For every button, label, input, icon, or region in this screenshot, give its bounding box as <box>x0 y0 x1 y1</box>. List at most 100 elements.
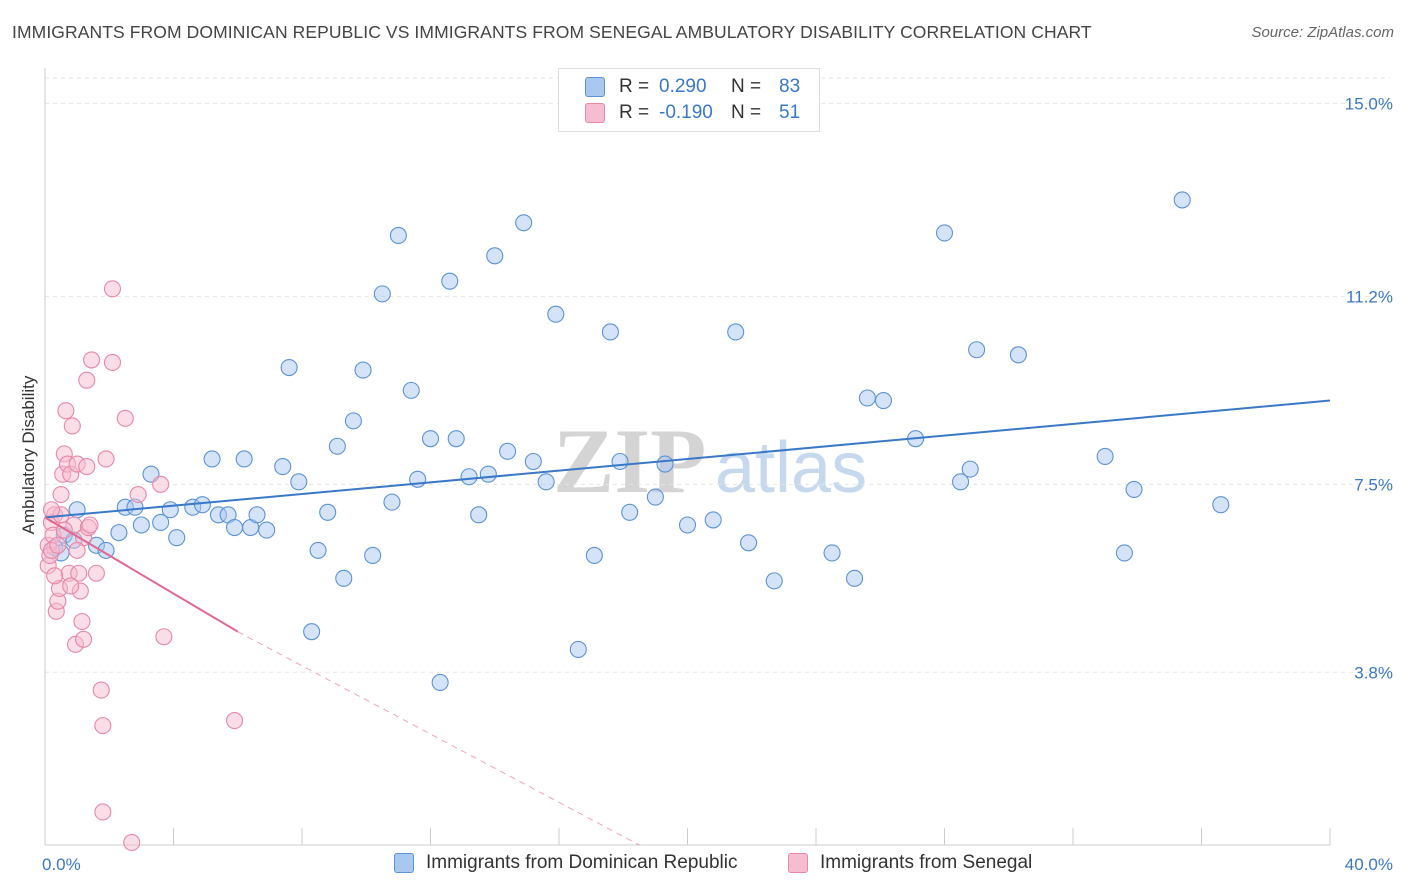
data-point <box>354 361 372 379</box>
bottom-legend-dominican: Immigrants from Dominican Republic <box>394 852 738 874</box>
data-point <box>765 572 783 590</box>
data-point <box>373 285 391 303</box>
data-point <box>92 681 110 699</box>
data-point <box>1115 544 1133 562</box>
data-point <box>328 437 346 455</box>
data-point <box>46 567 64 585</box>
data-point <box>110 524 128 542</box>
data-point <box>431 673 449 692</box>
data-point <box>123 833 141 852</box>
x-tick-label: 0.0% <box>42 855 81 874</box>
data-point <box>968 341 986 359</box>
legend-n-value: 83 <box>779 76 801 97</box>
watermark-zip: ZIP <box>553 410 706 512</box>
legend-swatch-pink <box>585 103 605 123</box>
data-point <box>335 569 353 587</box>
data-point <box>935 224 954 242</box>
data-point <box>49 536 67 554</box>
data-point <box>1096 447 1114 465</box>
data-point <box>258 521 276 539</box>
legend-r-value: -0.190 <box>659 102 713 123</box>
data-point <box>63 417 81 435</box>
data-point <box>203 450 221 468</box>
trend-line-pink <box>44 516 239 633</box>
y-tick-label: 7.5% <box>1354 475 1393 494</box>
bottom-legend-label-dominican: Immigrants from Dominican Republic <box>426 852 738 873</box>
bottom-legend-label-senegal: Immigrants from Senegal <box>820 852 1033 873</box>
data-point <box>303 623 321 641</box>
legend-n-label: N = <box>731 76 762 97</box>
data-point <box>447 430 465 448</box>
data-point <box>68 541 86 559</box>
data-point <box>152 513 170 532</box>
source-label: Source: ZipAtlas.com <box>1251 24 1394 41</box>
legend-row-dominican: R = 0.290 N = 83 <box>585 75 800 99</box>
data-point <box>1009 346 1027 364</box>
data-point <box>52 485 70 504</box>
data-point <box>97 450 115 468</box>
legend-r-value: 0.290 <box>659 76 707 97</box>
series-pink <box>39 280 244 852</box>
data-point <box>280 358 298 377</box>
data-point <box>152 475 170 493</box>
data-point <box>193 496 211 514</box>
data-point <box>364 546 382 565</box>
legend-r-label: R = <box>619 76 650 97</box>
data-point <box>78 458 96 476</box>
data-point <box>57 402 75 420</box>
data-point <box>727 323 745 341</box>
data-point <box>168 529 186 547</box>
data-point <box>161 501 179 519</box>
data-point <box>621 503 639 521</box>
data-point <box>75 630 93 648</box>
legend-row-senegal: R = -0.190 N = 51 <box>585 101 800 125</box>
data-point <box>97 541 115 559</box>
data-point <box>274 458 292 476</box>
data-point <box>70 564 88 582</box>
data-point <box>383 493 401 511</box>
data-point <box>845 569 864 587</box>
y-tick-label: 11.2% <box>1346 287 1393 306</box>
data-point <box>585 546 603 565</box>
data-point <box>402 381 420 399</box>
data-point <box>961 460 979 478</box>
data-point <box>389 226 407 245</box>
watermark-atlas: atlas <box>715 428 867 508</box>
data-point <box>129 485 147 504</box>
data-point <box>547 305 565 323</box>
legend-n-value: 51 <box>779 102 801 123</box>
data-point <box>235 450 253 468</box>
data-point <box>103 280 122 298</box>
data-point <box>952 473 970 491</box>
data-point <box>103 353 122 372</box>
data-point <box>83 351 101 369</box>
bottom-legend-swatch-blue <box>394 853 414 873</box>
data-point <box>569 640 587 658</box>
data-point <box>155 628 173 646</box>
data-point <box>515 214 533 232</box>
data-point <box>225 712 244 730</box>
bottom-legend-senegal: Immigrants from Senegal <box>788 852 1032 874</box>
data-point <box>1125 480 1143 498</box>
data-point <box>823 544 841 562</box>
data-point <box>611 452 629 471</box>
legend-n-label: N = <box>731 102 762 123</box>
data-point <box>479 465 497 483</box>
data-point <box>78 371 96 389</box>
data-point <box>704 511 722 529</box>
data-point <box>344 412 362 430</box>
data-point <box>874 391 893 410</box>
data-point <box>290 473 308 491</box>
data-point <box>656 455 674 473</box>
data-point <box>309 541 327 559</box>
data-point <box>646 488 664 506</box>
data-point <box>537 473 555 491</box>
data-point <box>248 506 266 524</box>
data-point <box>225 518 244 537</box>
data-point <box>739 534 758 552</box>
data-point <box>94 803 112 821</box>
data-point <box>73 612 91 631</box>
legend-r-label: R = <box>619 102 650 123</box>
data-point <box>486 247 504 265</box>
